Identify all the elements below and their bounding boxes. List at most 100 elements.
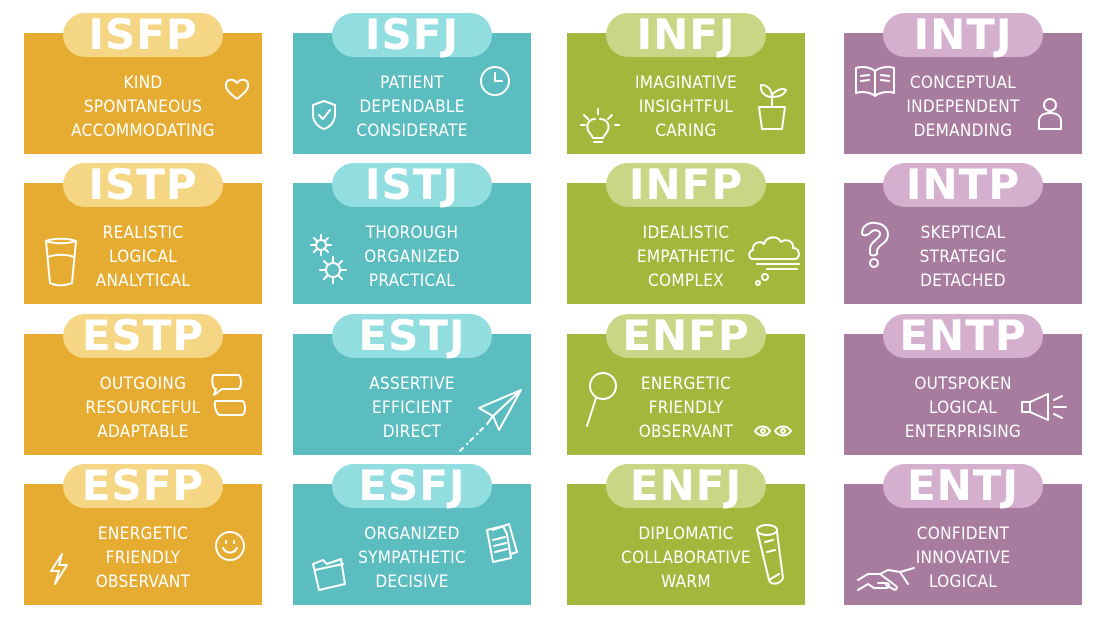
card-estj: ESTJ ASSERTIVE EFFICIENT DIRECT: [293, 314, 531, 455]
trait: STRATEGIC: [919, 247, 1007, 267]
trait: EFFICIENT: [371, 398, 453, 418]
trait-list: ASSERTIVE EFFICIENT DIRECT: [293, 372, 531, 444]
trait: FRIENDLY: [105, 548, 181, 568]
handshake-icon: [856, 564, 916, 596]
card-enfp: ENFP ENERGETIC FRIENDLY OBSERVANT: [567, 314, 805, 455]
trait: DEMANDING: [913, 121, 1013, 141]
card-esfj: ESFJ ORGANIZED SYMPATHETIC DECISIVE: [293, 464, 531, 605]
card-estp: ESTP OUTGOING RESOURCEFUL ADAPTABLE: [24, 314, 262, 455]
clock-icon: [479, 65, 511, 97]
card-intj: INTJ CONCEPTUAL INDEPENDENT DEMANDING: [844, 13, 1082, 154]
type-label: ESFJ: [332, 464, 492, 508]
trait: CONFIDENT: [916, 524, 1010, 544]
type-label: ISTP: [63, 163, 223, 207]
card-isfj: ISFJ PATIENT DEPENDABLE CONSIDERATE: [293, 13, 531, 154]
card-isfp: ISFP KIND SPONTANEOUS ACCOMMODATING: [24, 13, 262, 154]
trait-list: PATIENT DEPENDABLE CONSIDERATE: [293, 71, 531, 143]
type-label: ESFP: [63, 464, 223, 508]
trait: ADAPTABLE: [97, 422, 189, 442]
trait: IDEALISTIC: [642, 223, 730, 243]
cloud-icon: [747, 229, 803, 287]
trait: CONCEPTUAL: [909, 73, 1017, 93]
trait-list: ORGANIZED SYMPATHETIC DECISIVE: [293, 522, 531, 594]
trait: OBSERVANT: [638, 422, 734, 442]
card-infj: INFJ IMAGINATIVE INSIGHTFUL CARING: [567, 13, 805, 154]
type-label: INFP: [606, 163, 766, 207]
type-label: ESTP: [63, 314, 223, 358]
book-icon: [854, 63, 896, 97]
rolled-scroll-icon: [753, 522, 793, 588]
trait: INSIGHTFUL: [638, 97, 734, 117]
trait-list: ENERGETIC FRIENDLY OBSERVANT: [567, 372, 805, 444]
trait-list: KIND SPONTANEOUS ACCOMMODATING: [24, 71, 262, 143]
trait: SKEPTICAL: [920, 223, 1006, 243]
type-label: ENTP: [883, 314, 1043, 358]
type-label: ENFJ: [606, 464, 766, 508]
card-intp: INTP SKEPTICAL STRATEGIC DETACHED: [844, 163, 1082, 304]
trait: IMAGINATIVE: [634, 73, 738, 93]
trait: LOGICAL: [928, 572, 998, 592]
trait: DETACHED: [920, 271, 1006, 291]
trait: FRIENDLY: [648, 398, 724, 418]
trait-list: DIPLOMATIC COLLABORATIVE WARM: [567, 522, 805, 594]
trait: COLLABORATIVE: [621, 548, 751, 568]
trait-list: CONFIDENT INNOVATIVE LOGICAL: [844, 522, 1082, 594]
card-entj: ENTJ CONFIDENT INNOVATIVE LOGICAL: [844, 464, 1082, 605]
trait: DIPLOMATIC: [638, 524, 734, 544]
trait: LOGICAL: [928, 398, 998, 418]
trait: ENTERPRISING: [904, 422, 1022, 442]
card-esfp: ESFP ENERGETIC FRIENDLY OBSERVANT: [24, 464, 262, 605]
trait: ANALYTICAL: [95, 271, 191, 291]
lightbulb-icon: [580, 95, 621, 147]
card-istj: ISTJ THOROUGH ORGANIZED PRACTICAL: [293, 163, 531, 304]
trait-list: OUTSPOKEN LOGICAL ENTERPRISING: [844, 372, 1082, 444]
documents-icon: [483, 522, 519, 564]
trait: SYMPATHETIC: [358, 548, 466, 568]
type-label: INTJ: [883, 13, 1043, 57]
trait: PATIENT: [380, 73, 444, 93]
question-mark-icon: [858, 221, 898, 271]
glass-icon: [42, 235, 80, 287]
trait: KIND: [123, 73, 163, 93]
card-istp: ISTP REALISTIC LOGICAL ANALYTICAL: [24, 163, 262, 304]
trait: ENERGETIC: [97, 524, 189, 544]
trait: DECISIVE: [375, 572, 449, 592]
type-label: ISFP: [63, 13, 223, 57]
trait: REALISTIC: [102, 223, 184, 243]
trait: ORGANIZED: [364, 524, 460, 544]
type-label: ISTJ: [332, 163, 492, 207]
trait: ENERGETIC: [640, 374, 732, 394]
magnifier-icon: [583, 370, 619, 430]
trait: PRACTICAL: [368, 271, 456, 291]
folder-icon: [309, 554, 349, 592]
trait: OUTSPOKEN: [914, 374, 1012, 394]
trait-list: REALISTIC LOGICAL ANALYTICAL: [24, 221, 262, 293]
smile-icon: [214, 530, 246, 562]
type-label: INFJ: [606, 13, 766, 57]
trait: INNOVATIVE: [915, 548, 1011, 568]
trait-list: CONCEPTUAL INDEPENDENT DEMANDING: [844, 71, 1082, 143]
trait: OUTGOING: [99, 374, 187, 394]
lightning-icon: [48, 552, 70, 586]
speech-bubbles-icon: [208, 372, 248, 422]
type-label: ESTJ: [332, 314, 492, 358]
trait-list: OUTGOING RESOURCEFUL ADAPTABLE: [24, 372, 262, 444]
card-entp: ENTP OUTSPOKEN LOGICAL ENTERPRISING: [844, 314, 1082, 455]
gears-icon: [309, 233, 349, 287]
trait: ACCOMMODATING: [71, 121, 215, 141]
trait: OBSERVANT: [95, 572, 191, 592]
trait-list: ENERGETIC FRIENDLY OBSERVANT: [24, 522, 262, 594]
type-label: ENTJ: [883, 464, 1043, 508]
trait: RESOURCEFUL: [85, 398, 201, 418]
trait: INDEPENDENT: [906, 97, 1020, 117]
type-label: INTP: [883, 163, 1043, 207]
paper-plane-icon: [453, 386, 525, 454]
trait: CARING: [655, 121, 717, 141]
trait: WARM: [661, 572, 711, 592]
card-enfj: ENFJ DIPLOMATIC COLLABORATIVE WARM: [567, 464, 805, 605]
type-label: ISFJ: [332, 13, 492, 57]
plant-icon: [755, 81, 791, 131]
trait-list: THOROUGH ORGANIZED PRACTICAL: [293, 221, 531, 293]
trait-list: SKEPTICAL STRATEGIC DETACHED: [844, 221, 1082, 293]
megaphone-icon: [1020, 390, 1072, 426]
